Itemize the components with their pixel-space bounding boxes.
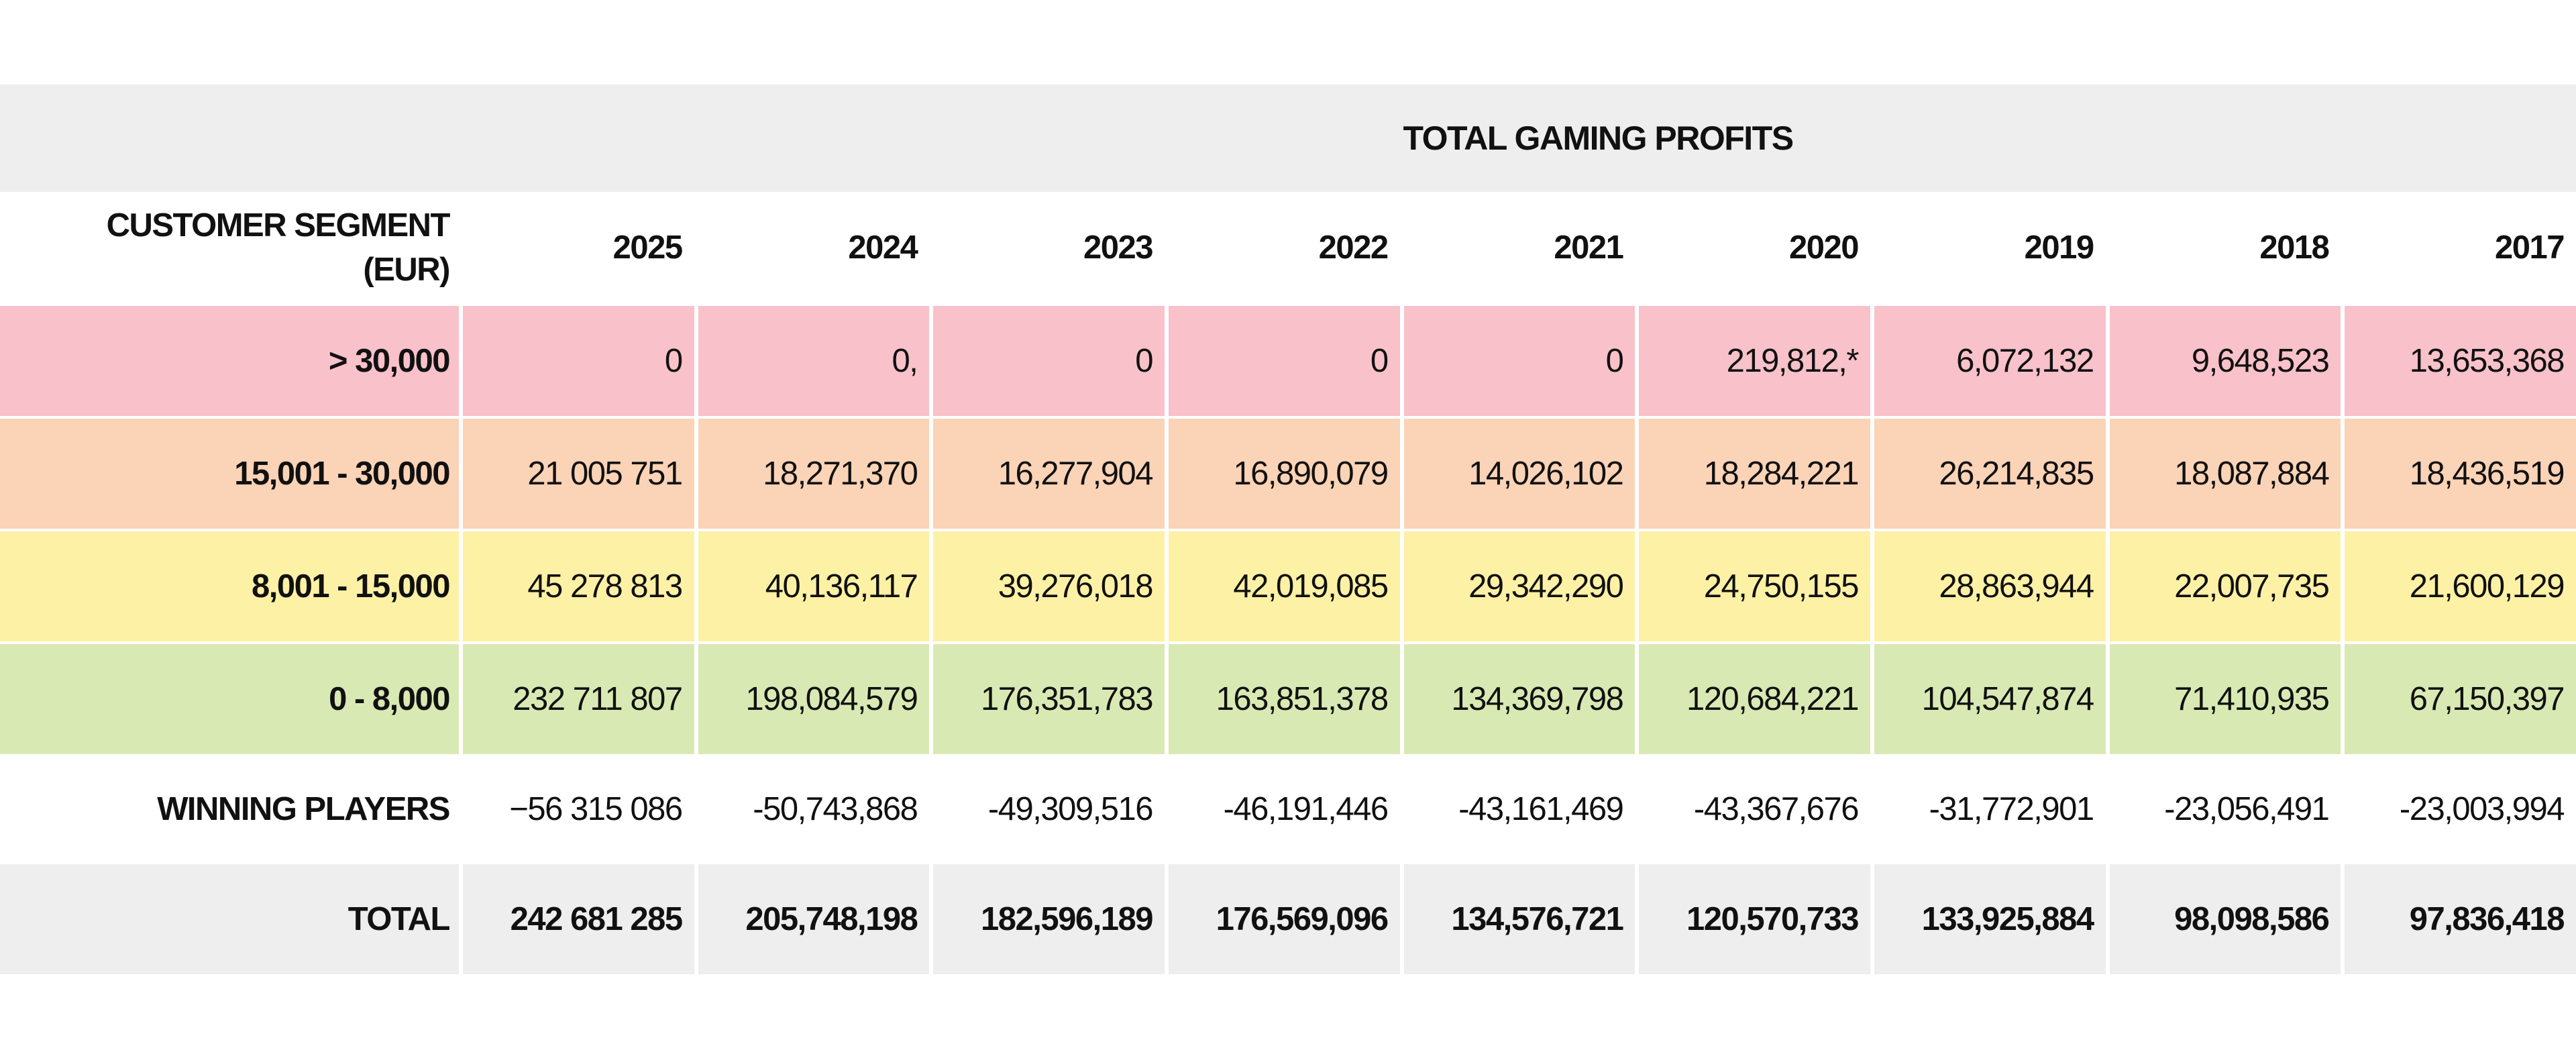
segment-column-header: CUSTOMER SEGMENT (EUR) — [0, 192, 459, 303]
row-label: > 30,000 — [0, 306, 459, 416]
table-header-row: CUSTOMER SEGMENT (EUR) 2025 2024 2023 2022 2… — [0, 192, 2576, 303]
table-body: > 30,000 0 0, 0 0 0 219,812,* 6,072,132 9,648,52… — [0, 303, 2576, 974]
table-row: 0 - 8,000 232 711 807 198,084,579 176,351,7… — [0, 641, 2576, 754]
row-label: 8,001 - 15,000 — [0, 531, 459, 641]
table-cell: -50,743,868 — [698, 754, 930, 864]
table-cell: 205,748,198 — [698, 864, 930, 974]
table-cell: 163,851,378 — [1168, 644, 1400, 754]
year-header: 2024 — [848, 229, 918, 266]
table-cell: 6,072,132 — [1874, 306, 2106, 416]
table-cell: 39,276,018 — [933, 531, 1165, 641]
segment-header-line2: (EUR) — [363, 252, 450, 288]
table-cell: 97,836,418 — [2345, 864, 2576, 974]
table-cell: 67,150,397 — [2345, 644, 2576, 754]
year-header: 2020 — [1788, 229, 1860, 266]
table-cell: 232 711 807 — [463, 644, 694, 754]
table-row: TOTAL 242 681 285 205,748,198 182,596,189 17… — [0, 864, 2576, 974]
table-cell: 22,007,735 — [2109, 531, 2341, 641]
table-cell: 98,098,586 — [2109, 864, 2341, 974]
table-cell: 28,863,944 — [1874, 531, 2106, 641]
year-header: 2021 — [1554, 229, 1624, 266]
table-cell: 182,596,189 — [933, 864, 1165, 974]
table-cell: 242 681 285 — [463, 864, 694, 974]
table-cell: 198,084,579 — [698, 644, 930, 754]
table-cell: 18,271,370 — [698, 419, 930, 529]
table-cell: 18,436,519 — [2345, 419, 2576, 529]
table-cell: -49,309,516 — [933, 754, 1165, 864]
table-row: WINNING PLAYERS −56 315 086 -50,743,868 -49… — [0, 754, 2576, 864]
table-cell: 134,369,798 — [1403, 644, 1635, 754]
table-cell: 16,890,079 — [1168, 419, 1400, 529]
table-cell: -46,191,446 — [1168, 754, 1400, 864]
gaming-profits-table: TOTAL GAMING PROFITS CUSTOMER SEGMENT (E… — [0, 85, 2576, 974]
table-cell: 176,569,096 — [1168, 864, 1400, 974]
table-cell: 0 — [1168, 306, 1400, 416]
segment-header-line1: CUSTOMER SEGMENT — [106, 207, 451, 244]
table-cell: 71,410,935 — [2109, 644, 2341, 754]
table-row: 8,001 - 15,000 45 278 813 40,136,117 39,276… — [0, 529, 2576, 641]
table-cell: 133,925,884 — [1874, 864, 2106, 974]
table-cell: −56 315 086 — [463, 754, 694, 864]
table-cell: 21 005 751 — [463, 419, 694, 529]
table-row: 15,001 - 30,000 21 005 751 18,271,370 16,27… — [0, 416, 2576, 529]
table-cell: 120,684,221 — [1639, 644, 1870, 754]
table-cell: 0 — [463, 306, 694, 416]
table-cell: 18,087,884 — [2109, 419, 2341, 529]
table-cell: 13,653,368 — [2345, 306, 2576, 416]
table-cell: 0 — [933, 306, 1165, 416]
table-cell: -23,003,994 — [2345, 754, 2576, 864]
year-header: 2017 — [2494, 229, 2565, 266]
table-cell: -31,772,901 — [1874, 754, 2106, 864]
table-cell: 21,600,129 — [2345, 531, 2576, 641]
year-header: 2018 — [2259, 229, 2330, 266]
table-cell: -43,367,676 — [1639, 754, 1870, 864]
table-cell: 42,019,085 — [1168, 531, 1400, 641]
table-cell: 29,342,290 — [1403, 531, 1635, 641]
year-header: 2019 — [2024, 229, 2095, 266]
year-header: 2025 — [612, 229, 684, 266]
row-label: 0 - 8,000 — [0, 644, 459, 754]
table-cell: 0, — [698, 306, 930, 416]
table-cell: 120,570,733 — [1639, 864, 1870, 974]
table-cell: 24,750,155 — [1639, 531, 1870, 641]
table-title-row: TOTAL GAMING PROFITS — [0, 85, 2576, 192]
table-cell: -43,161,469 — [1403, 754, 1635, 864]
table-cell: 9,648,523 — [2109, 306, 2341, 416]
table-cell: 104,547,874 — [1874, 644, 2106, 754]
table-cell: 219,812,* — [1639, 306, 1870, 416]
year-header: 2022 — [1318, 229, 1389, 266]
table-cell: 26,214,835 — [1874, 419, 2106, 529]
table-cell: -23,056,491 — [2109, 754, 2341, 864]
table-title: TOTAL GAMING PROFITS — [1403, 119, 1794, 157]
table-cell: 176,351,783 — [933, 644, 1165, 754]
table-cell: 40,136,117 — [698, 531, 930, 641]
table-cell: 18,284,221 — [1639, 419, 1870, 529]
row-label: TOTAL — [0, 864, 459, 974]
table-row: > 30,000 0 0, 0 0 0 219,812,* 6,072,132 9,648,52… — [0, 303, 2576, 416]
table-cell: 0 — [1403, 306, 1635, 416]
table-cell: 16,277,904 — [933, 419, 1165, 529]
row-label: 15,001 - 30,000 — [0, 419, 459, 529]
year-header: 2023 — [1083, 229, 1154, 266]
table-cell: 45 278 813 — [463, 531, 694, 641]
table-cell: 14,026,102 — [1403, 419, 1635, 529]
table-cell: 134,576,721 — [1403, 864, 1635, 974]
row-label: WINNING PLAYERS — [0, 754, 459, 864]
